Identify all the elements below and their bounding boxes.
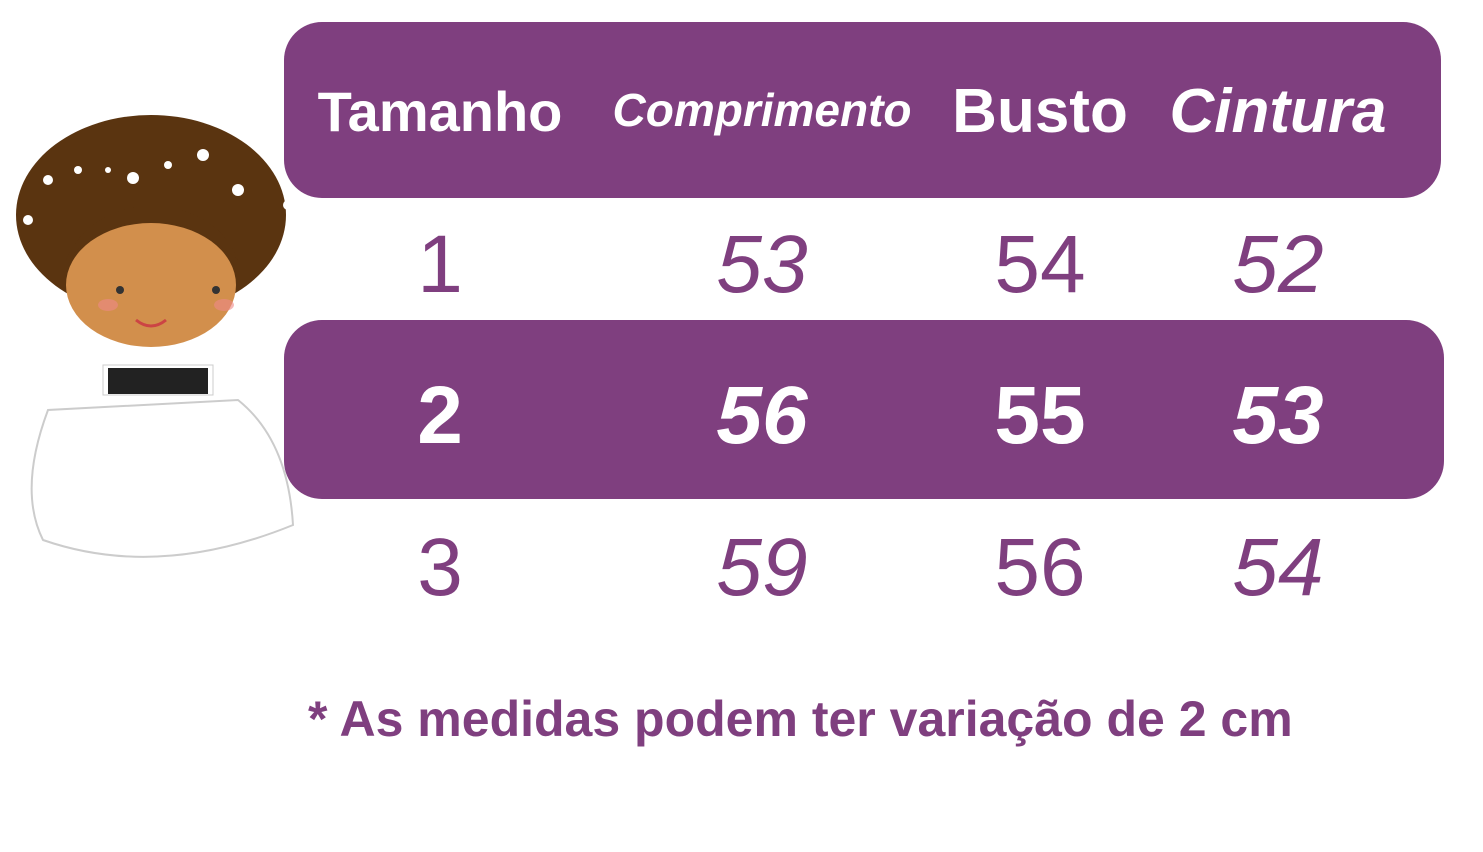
cell-cintura: 53 bbox=[1232, 370, 1324, 461]
cell-comprimento: 56 bbox=[716, 370, 808, 461]
cell-comprimento: 59 bbox=[716, 522, 808, 613]
cell-busto: 56 bbox=[994, 522, 1086, 613]
footnote: * As medidas podem ter variação de 2 cm bbox=[308, 691, 1293, 747]
cell-tamanho: 2 bbox=[417, 370, 463, 461]
cell-busto: 55 bbox=[994, 370, 1086, 461]
header-cintura: Cintura bbox=[1169, 77, 1387, 146]
cell-busto: 54 bbox=[994, 219, 1086, 310]
cell-tamanho: 1 bbox=[417, 219, 463, 310]
row-highlight-bar bbox=[284, 320, 1444, 499]
cell-cintura: 54 bbox=[1232, 522, 1324, 613]
cell-cintura: 52 bbox=[1232, 219, 1324, 310]
cell-comprimento: 53 bbox=[716, 219, 808, 310]
header-comprimento: Comprimento bbox=[612, 84, 912, 136]
header-tamanho: Tamanho bbox=[317, 80, 563, 143]
cell-tamanho: 3 bbox=[417, 522, 463, 613]
header-busto: Busto bbox=[952, 77, 1128, 146]
header-bar bbox=[284, 22, 1441, 198]
girl-in-white-dress-icon bbox=[16, 115, 295, 558]
